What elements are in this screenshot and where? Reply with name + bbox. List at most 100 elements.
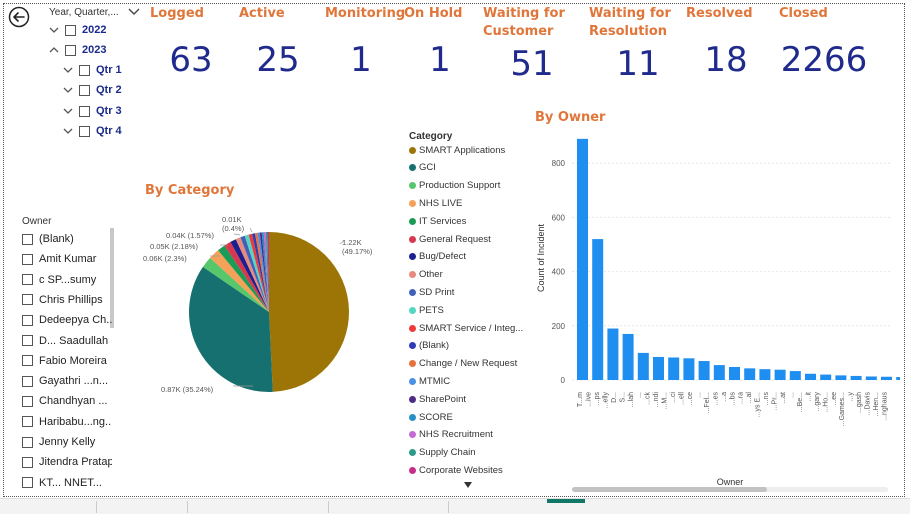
legend-item[interactable]: Production Support	[409, 179, 500, 193]
owner-slicer-item[interactable]: Amit Kumar	[22, 251, 112, 267]
pie-slice[interactable]	[263, 232, 269, 312]
owner-slicer-item[interactable]: (Blank)	[22, 231, 112, 247]
owner-slicer-item[interactable]: Fabio Moreira	[22, 353, 112, 369]
pie-slice[interactable]	[248, 233, 269, 312]
bar[interactable]	[592, 239, 604, 380]
pie-slice[interactable]	[267, 232, 269, 312]
owner-slicer-item[interactable]: Jenny Kelly	[22, 434, 112, 450]
tree-item-qtr4[interactable]: Qtr 4	[62, 123, 122, 139]
pie-slice[interactable]	[240, 235, 269, 312]
back-arrow-icon[interactable]	[8, 6, 30, 28]
pie-slice[interactable]	[265, 232, 269, 312]
bar[interactable]	[881, 376, 892, 380]
checkbox[interactable]	[22, 314, 33, 326]
checkbox[interactable]	[79, 125, 90, 137]
checkbox[interactable]	[22, 436, 33, 448]
tree-item-2023[interactable]: 2023	[48, 42, 106, 58]
bar[interactable]	[759, 369, 771, 380]
legend-item[interactable]: GCI	[409, 161, 436, 175]
owner-slicer-item[interactable]: D... Saadullah	[22, 333, 112, 349]
pie-slice[interactable]	[224, 241, 269, 312]
checkbox[interactable]	[22, 233, 33, 245]
pie-slice[interactable]	[259, 232, 269, 312]
bar[interactable]	[729, 366, 740, 380]
checkbox[interactable]	[22, 395, 33, 407]
bar[interactable]	[713, 365, 725, 380]
bar[interactable]	[865, 376, 877, 380]
checkbox[interactable]	[22, 375, 33, 387]
chevron-down-icon[interactable]	[62, 84, 74, 96]
bar[interactable]	[789, 371, 801, 380]
tree-item-qtr1[interactable]: Qtr 1	[62, 62, 122, 78]
pie-slice[interactable]	[230, 239, 269, 312]
owner-slicer-item[interactable]: Chandhyan ...	[22, 393, 112, 409]
checkbox[interactable]	[79, 84, 90, 96]
legend-item[interactable]: SharePoint	[409, 392, 466, 406]
checkbox[interactable]	[79, 64, 90, 76]
owner-slicer-item[interactable]: Dedeepya Ch...	[22, 312, 112, 328]
bar[interactable]	[683, 358, 695, 380]
checkbox[interactable]	[22, 456, 33, 468]
bar[interactable]	[668, 357, 680, 380]
legend-item[interactable]: SCORE	[409, 410, 453, 424]
checkbox[interactable]	[22, 274, 33, 286]
owner-slicer-item[interactable]: KT... NNET...	[22, 475, 112, 491]
pie-slice[interactable]	[261, 232, 269, 312]
checkbox[interactable]	[22, 294, 33, 306]
bar[interactable]	[896, 377, 900, 380]
legend-item[interactable]: (Blank)	[409, 339, 449, 353]
legend-item[interactable]: SMART Service / Integ...	[409, 321, 523, 335]
chevron-down-icon[interactable]	[62, 64, 74, 76]
owner-slicer-item[interactable]: Gayathri ...n...	[22, 373, 112, 389]
pie-slice[interactable]	[189, 266, 273, 392]
checkbox[interactable]	[79, 105, 90, 117]
legend-item[interactable]: NHS Recruitment	[409, 428, 493, 442]
checkbox[interactable]	[22, 335, 33, 346]
owner-slicer-item[interactable]: c SP...sumy	[22, 272, 112, 288]
bar[interactable]	[698, 361, 710, 380]
legend-item[interactable]: Change / New Request	[409, 357, 517, 371]
legend-item[interactable]: MTMIC	[409, 374, 450, 388]
tree-item-qtr3[interactable]: Qtr 3	[62, 103, 122, 119]
pie-slice[interactable]	[244, 234, 269, 312]
scrollbar-thumb[interactable]	[572, 487, 767, 492]
pie-slice[interactable]	[235, 237, 269, 312]
legend-item[interactable]: Corporate Websites	[409, 463, 503, 477]
legend-item[interactable]: SD Print	[409, 285, 454, 299]
chevron-down-icon[interactable]	[127, 5, 141, 17]
bar[interactable]	[805, 373, 816, 380]
checkbox[interactable]	[22, 355, 33, 367]
legend-more-icon[interactable]	[464, 482, 472, 488]
chevron-down-icon[interactable]	[62, 125, 74, 137]
checkbox[interactable]	[22, 416, 33, 428]
pie-slice[interactable]	[210, 250, 269, 312]
bar[interactable]	[850, 375, 862, 380]
pie-slice[interactable]	[252, 233, 269, 312]
pie-slice[interactable]	[202, 257, 269, 312]
legend-item[interactable]: IT Services	[409, 214, 466, 228]
chevron-down-icon[interactable]	[62, 105, 74, 117]
bar[interactable]	[577, 138, 588, 380]
legend-item[interactable]: Other	[409, 268, 443, 282]
bar[interactable]	[607, 328, 619, 380]
bar[interactable]	[653, 356, 664, 380]
owner-slicer-item[interactable]: Haribabu...ng...	[22, 414, 112, 430]
pie-slice[interactable]	[269, 232, 350, 392]
legend-item[interactable]: PETS	[409, 303, 444, 317]
bar[interactable]	[622, 333, 634, 380]
pie-slice[interactable]	[257, 232, 269, 312]
bar[interactable]	[637, 352, 649, 380]
checkbox[interactable]	[65, 44, 76, 56]
pie-slice[interactable]	[254, 232, 269, 312]
owner-slicer-scrollbar[interactable]	[110, 228, 114, 328]
bar[interactable]	[744, 368, 756, 380]
bar[interactable]	[774, 369, 786, 380]
tree-item-qtr2[interactable]: Qtr 2	[62, 82, 122, 98]
active-page-tab[interactable]	[547, 499, 585, 503]
legend-item[interactable]: NHS LIVE	[409, 196, 462, 210]
legend-item[interactable]: Bug/Defect	[409, 250, 466, 264]
checkbox[interactable]	[22, 477, 33, 489]
checkbox[interactable]	[22, 253, 33, 265]
bar[interactable]	[820, 374, 832, 380]
owner-slicer-item[interactable]: Chris Phillips	[22, 292, 112, 308]
